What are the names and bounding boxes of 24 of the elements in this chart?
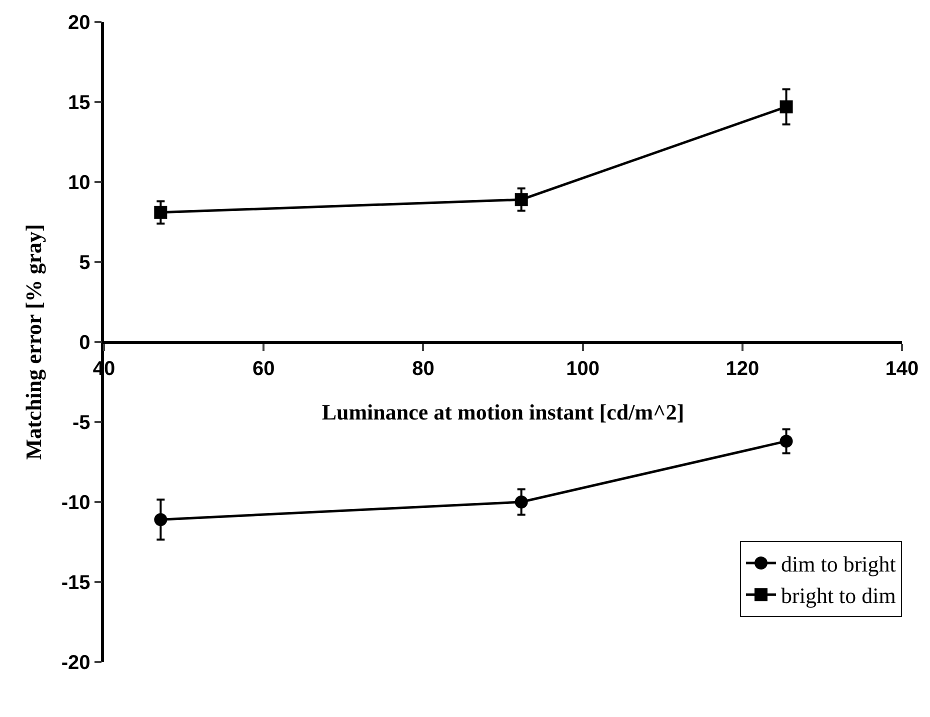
y-tick-label: -10 — [61, 492, 90, 514]
legend-label: bright to dim — [781, 583, 896, 608]
point — [514, 496, 528, 508]
legend-label: dim to bright — [781, 552, 896, 577]
x-tick-label: 100 — [566, 358, 600, 380]
x-tick-label: 60 — [252, 358, 275, 380]
y-tick-label: 15 — [68, 92, 90, 114]
y-tick-label: -20 — [61, 652, 90, 674]
point — [780, 100, 793, 114]
point — [154, 206, 168, 219]
y-tick-label: -5 — [72, 412, 90, 434]
x-axis-title: Luminance at motion instant [cd/m^2] — [322, 400, 684, 424]
y-tick-label: 20 — [68, 12, 90, 34]
y-tick-label: 5 — [79, 252, 90, 274]
point — [154, 513, 168, 526]
x-tick-label: 140 — [885, 358, 919, 380]
x-tick-label: 120 — [726, 358, 760, 380]
y-tick-label: 0 — [79, 332, 90, 354]
y-axis-title: Matching error [% gray] — [21, 224, 46, 460]
x-tick-label: 80 — [412, 358, 434, 380]
point — [514, 193, 528, 206]
y-tick-label: -15 — [61, 572, 90, 594]
point — [780, 434, 793, 448]
y-tick-label: 10 — [68, 172, 90, 194]
